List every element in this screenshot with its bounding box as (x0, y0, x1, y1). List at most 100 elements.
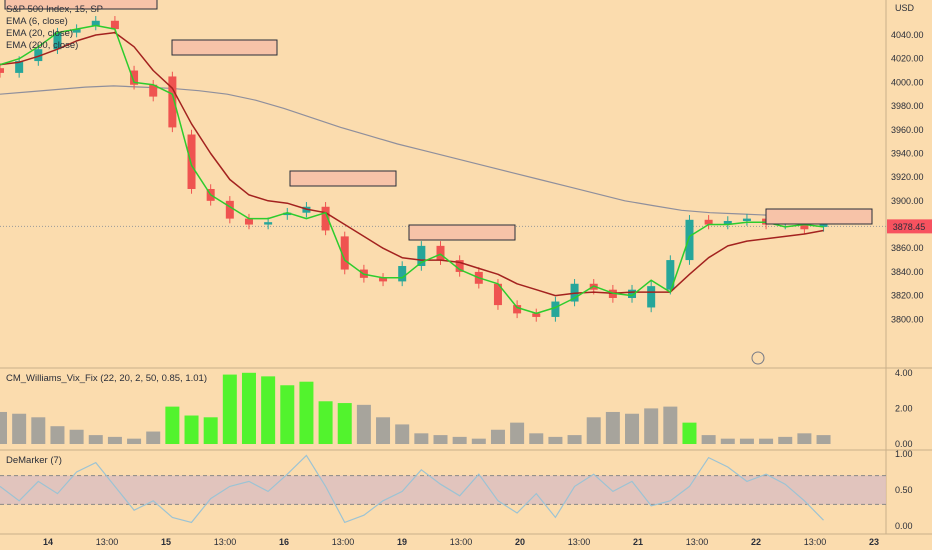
vix-bar (797, 433, 812, 444)
vix-bar (529, 433, 544, 444)
candle-body (283, 212, 292, 216)
price-tick-label: 3980.00 (891, 101, 924, 111)
demarker-tick-label: 1.00 (895, 449, 913, 459)
vix-bar (548, 436, 563, 444)
price-tick-label: 3940.00 (891, 148, 924, 158)
ema-6-line (0, 24, 824, 315)
demarker-line (0, 454, 824, 524)
vix-bar (50, 426, 65, 444)
vix-bar (701, 435, 716, 444)
vix-bar (88, 435, 103, 444)
time-tick-label: 23 (869, 537, 879, 547)
vix-bar (107, 436, 122, 444)
price-tick-label: 3960.00 (891, 125, 924, 135)
vix-tick-label: 0.00 (895, 439, 913, 449)
price-tick-label: 3860.00 (891, 243, 924, 253)
candle-body (513, 305, 522, 314)
candle-body (149, 84, 158, 97)
candle-body (417, 245, 426, 266)
vix-fix-legend: CM_Williams_Vix_Fix (22, 20, 2, 50, 0.85… (6, 373, 207, 384)
vix-bar (318, 401, 333, 444)
candle-body (666, 260, 675, 290)
time-tick-label: 13:00 (214, 537, 237, 547)
time-tick-label: 13:00 (568, 537, 591, 547)
price-tick-label: 3840.00 (891, 267, 924, 277)
candle-body (398, 266, 407, 282)
vix-bar (739, 438, 754, 444)
vix-bar (816, 435, 831, 444)
candle-body (723, 220, 732, 225)
price-tick-label: 3820.00 (891, 291, 924, 301)
candle-body (244, 218, 253, 225)
ema-20-line (0, 31, 824, 297)
candle-body (130, 70, 139, 85)
vix-bar (490, 429, 505, 444)
annotation-box (4, 0, 158, 10)
vix-bar (759, 438, 774, 444)
vix-bar (337, 403, 352, 444)
time-tick-label: 13:00 (332, 537, 355, 547)
time-tick-label: 21 (633, 537, 643, 547)
price-tick-label: 3920.00 (891, 172, 924, 182)
vix-bar (567, 435, 582, 444)
vix-bar (452, 436, 467, 444)
time-tick-label: 14 (43, 537, 53, 547)
candle-body (436, 245, 445, 261)
vix-bar (69, 429, 84, 444)
candle-body (551, 301, 560, 317)
vix-bar (510, 422, 525, 444)
ema-fast-legend: EMA (6, close) (6, 16, 68, 27)
candle-body (685, 219, 694, 261)
ema-slow-legend: EMA (200, close) (6, 40, 79, 51)
price-tick-label: 3900.00 (891, 196, 924, 206)
vix-bar (12, 413, 27, 444)
time-tick-label: 13:00 (804, 537, 827, 547)
ema-mid-legend: EMA (20, close) (6, 28, 74, 39)
candle-body (379, 277, 388, 282)
vix-bar (778, 436, 793, 444)
vix-bar (0, 411, 7, 444)
vix-bar (471, 438, 486, 444)
candle-body (0, 68, 4, 73)
vix-bar (261, 376, 276, 444)
last-price-value: 3878.45 (893, 222, 926, 232)
candle-body (225, 200, 234, 219)
candle-body (628, 289, 637, 298)
annotation-box (171, 39, 278, 56)
vix-bar (146, 431, 161, 444)
candle-body (53, 32, 62, 50)
candle-body (34, 49, 43, 62)
time-tick-label: 22 (751, 537, 761, 547)
ema-200-line (0, 85, 824, 217)
vix-bar (376, 417, 391, 444)
candle-body (742, 218, 751, 221)
vix-bar (395, 424, 410, 444)
annotation-box (289, 170, 397, 187)
time-tick-label: 13:00 (450, 537, 473, 547)
demarker-legend: DeMarker (7) (6, 455, 62, 466)
price-tick-label: 3800.00 (891, 314, 924, 324)
vix-tick-label: 2.00 (895, 403, 913, 413)
candle-body (800, 222, 809, 230)
vix-tick-label: 4.00 (895, 368, 913, 378)
candle-body (264, 222, 273, 225)
candle-body (72, 29, 81, 33)
vix-bar (682, 422, 697, 444)
candle-body (532, 313, 541, 317)
candle-body (455, 260, 464, 272)
vix-bar (222, 374, 237, 444)
annotation-box (765, 208, 873, 225)
vix-bar (663, 406, 678, 444)
candle-body (187, 134, 196, 189)
candle-body (819, 224, 828, 227)
price-tick-label: 4000.00 (891, 77, 924, 87)
time-tick-label: 19 (397, 537, 407, 547)
vix-bar (720, 438, 735, 444)
vix-bar (605, 411, 620, 444)
demarker-tick-label: 0.00 (895, 521, 913, 531)
vix-bar (280, 385, 295, 444)
symbol-title: S&P 500 Index, 15, SP (6, 4, 104, 15)
vix-bar (127, 438, 142, 444)
